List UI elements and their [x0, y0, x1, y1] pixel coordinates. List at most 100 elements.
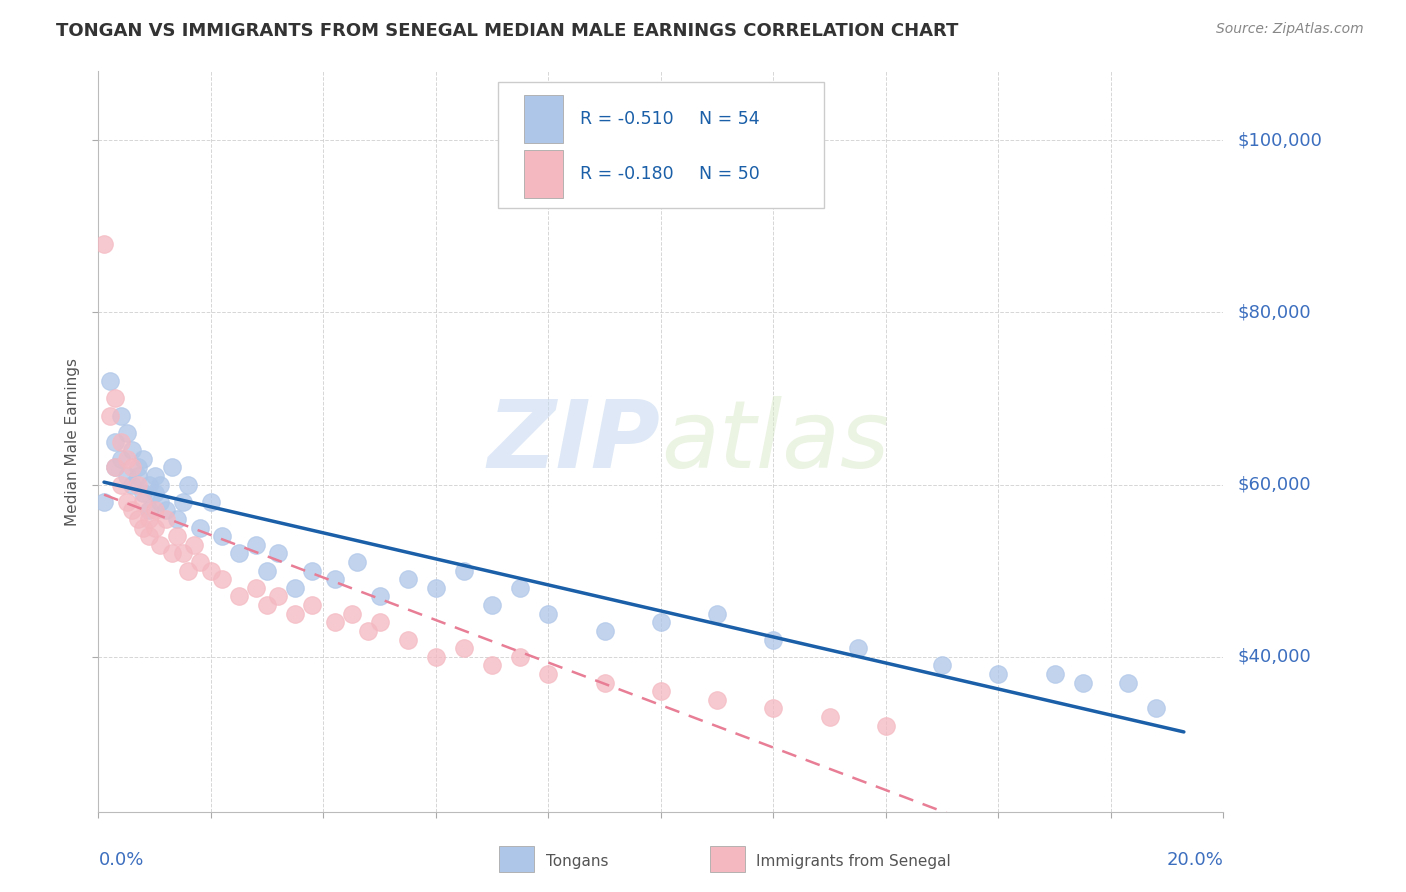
- Point: [301, 564, 323, 578]
- Point: [481, 658, 503, 673]
- Point: [762, 632, 785, 647]
- Point: [121, 443, 143, 458]
- Point: [706, 693, 728, 707]
- Point: [706, 607, 728, 621]
- Point: [211, 572, 233, 586]
- Text: N = 54: N = 54: [699, 111, 759, 128]
- Point: [115, 495, 138, 509]
- Point: [172, 495, 194, 509]
- Point: [93, 236, 115, 251]
- Point: [149, 477, 172, 491]
- Point: [127, 460, 149, 475]
- Text: Source: ZipAtlas.com: Source: ZipAtlas.com: [1216, 22, 1364, 37]
- Point: [143, 521, 166, 535]
- Point: [172, 546, 194, 560]
- Point: [340, 607, 363, 621]
- Point: [593, 624, 616, 638]
- Text: R = -0.510: R = -0.510: [579, 111, 673, 128]
- Point: [987, 667, 1010, 681]
- Text: $100,000: $100,000: [1237, 131, 1322, 149]
- Point: [509, 649, 531, 664]
- Point: [284, 581, 307, 595]
- Point: [267, 590, 290, 604]
- Point: [127, 512, 149, 526]
- Point: [138, 503, 160, 517]
- Point: [425, 581, 447, 595]
- Point: [931, 658, 953, 673]
- Point: [104, 392, 127, 406]
- Point: [104, 460, 127, 475]
- Point: [98, 374, 121, 388]
- Point: [256, 564, 278, 578]
- Point: [121, 503, 143, 517]
- Text: R = -0.180: R = -0.180: [579, 165, 673, 183]
- Point: [177, 564, 200, 578]
- Point: [104, 434, 127, 449]
- Point: [115, 469, 138, 483]
- Text: TONGAN VS IMMIGRANTS FROM SENEGAL MEDIAN MALE EARNINGS CORRELATION CHART: TONGAN VS IMMIGRANTS FROM SENEGAL MEDIAN…: [56, 22, 959, 40]
- Point: [1071, 675, 1094, 690]
- FancyBboxPatch shape: [523, 150, 562, 198]
- Point: [396, 572, 419, 586]
- Point: [762, 701, 785, 715]
- Point: [155, 512, 177, 526]
- Text: $40,000: $40,000: [1237, 648, 1310, 665]
- Point: [537, 667, 560, 681]
- Point: [245, 538, 267, 552]
- Point: [537, 607, 560, 621]
- Point: [200, 564, 222, 578]
- Point: [160, 546, 183, 560]
- Point: [323, 615, 346, 630]
- Point: [650, 684, 672, 698]
- Text: $60,000: $60,000: [1237, 475, 1310, 493]
- Point: [846, 641, 869, 656]
- Point: [481, 598, 503, 612]
- Point: [368, 615, 391, 630]
- Point: [509, 581, 531, 595]
- Text: ZIP: ZIP: [488, 395, 661, 488]
- Point: [110, 451, 132, 466]
- Text: 0.0%: 0.0%: [98, 851, 143, 869]
- Point: [143, 486, 166, 500]
- Point: [127, 477, 149, 491]
- Point: [115, 425, 138, 440]
- Point: [160, 460, 183, 475]
- Point: [1116, 675, 1139, 690]
- Point: [188, 521, 211, 535]
- Point: [346, 555, 368, 569]
- Point: [875, 718, 897, 732]
- Point: [149, 538, 172, 552]
- Text: N = 50: N = 50: [699, 165, 759, 183]
- Point: [132, 521, 155, 535]
- Point: [593, 675, 616, 690]
- Point: [453, 564, 475, 578]
- Point: [245, 581, 267, 595]
- Point: [256, 598, 278, 612]
- Point: [138, 477, 160, 491]
- Point: [357, 624, 380, 638]
- Point: [228, 590, 250, 604]
- FancyBboxPatch shape: [523, 95, 562, 144]
- Point: [188, 555, 211, 569]
- Point: [177, 477, 200, 491]
- Text: Immigrants from Senegal: Immigrants from Senegal: [756, 855, 952, 869]
- Point: [121, 477, 143, 491]
- Point: [127, 469, 149, 483]
- Point: [1043, 667, 1066, 681]
- Point: [301, 598, 323, 612]
- Point: [121, 460, 143, 475]
- Point: [453, 641, 475, 656]
- Point: [132, 486, 155, 500]
- Point: [200, 495, 222, 509]
- Point: [211, 529, 233, 543]
- Point: [396, 632, 419, 647]
- Point: [98, 409, 121, 423]
- Point: [132, 495, 155, 509]
- Point: [650, 615, 672, 630]
- Point: [115, 451, 138, 466]
- Point: [818, 710, 841, 724]
- Text: 20.0%: 20.0%: [1167, 851, 1223, 869]
- Point: [166, 529, 188, 543]
- Text: $80,000: $80,000: [1237, 303, 1310, 321]
- Text: atlas: atlas: [661, 396, 889, 487]
